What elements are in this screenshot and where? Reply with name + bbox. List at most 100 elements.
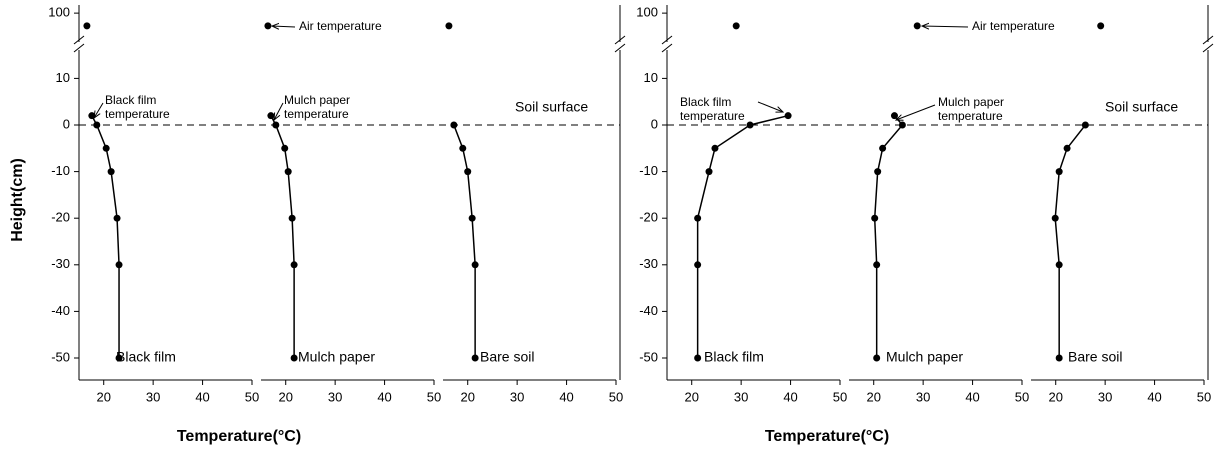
y-tick-label: 0	[651, 116, 658, 131]
point	[1055, 354, 1063, 362]
point	[93, 121, 101, 129]
point	[784, 112, 792, 120]
point	[874, 168, 882, 176]
point	[450, 121, 458, 129]
y-tick-label: -40	[639, 303, 658, 318]
point	[898, 121, 906, 129]
profile-line	[453, 124, 476, 358]
x-tick-label: 30	[328, 389, 342, 404]
point	[115, 354, 123, 362]
point	[871, 214, 879, 222]
arrow	[896, 104, 936, 120]
x-tick-label: 50	[1015, 389, 1029, 404]
y-tick-label: -40	[51, 303, 70, 318]
x-tick-label: 40	[559, 389, 573, 404]
y-tick-label: -10	[639, 163, 658, 178]
annotation: temperature	[284, 107, 349, 121]
point	[694, 214, 702, 222]
axis-break	[661, 43, 673, 53]
series-label: Bare soil	[480, 349, 534, 365]
point	[873, 354, 881, 362]
x-tick-label: 20	[96, 389, 110, 404]
x-tick-label: 30	[146, 389, 160, 404]
y-tick-label: 100	[636, 5, 658, 20]
air-point	[83, 22, 91, 30]
x-tick-label: 40	[783, 389, 797, 404]
y-tick-label: 10	[56, 70, 70, 85]
profile-line	[270, 115, 295, 358]
air-point	[913, 22, 921, 30]
annotation: temperature	[680, 109, 745, 123]
point	[890, 112, 898, 120]
point	[694, 354, 702, 362]
x-tick-label: 40	[195, 389, 209, 404]
point	[284, 168, 292, 176]
arrow	[757, 101, 783, 112]
point	[272, 121, 280, 129]
x-tick-label: 50	[427, 389, 441, 404]
arrow	[274, 102, 284, 120]
annotation: Air temperature	[299, 19, 382, 33]
point	[1081, 121, 1089, 129]
point	[290, 354, 298, 362]
point	[281, 144, 289, 152]
x-tick-label: 50	[609, 389, 623, 404]
point	[102, 144, 110, 152]
point	[1055, 261, 1063, 269]
profile-line	[696, 114, 789, 358]
point	[705, 168, 713, 176]
annotation: Mulch paper	[938, 95, 1004, 109]
x-tick-label: 30	[734, 389, 748, 404]
arrow	[272, 26, 296, 27]
x-tick-label: 50	[245, 389, 259, 404]
series-label: Mulch paper	[886, 349, 963, 365]
annotation: temperature	[105, 107, 170, 121]
annotation: Air temperature	[972, 19, 1055, 33]
x-tick-label: 40	[965, 389, 979, 404]
x-axis-title: Temperature(°C)	[177, 428, 301, 445]
point	[873, 261, 881, 269]
point	[459, 144, 467, 152]
x-axis-title: Temperature(°C)	[765, 428, 889, 445]
x-tick-label: 40	[1147, 389, 1161, 404]
axis-break	[1202, 35, 1214, 45]
series-label: Bare soil	[1068, 349, 1122, 365]
series-label: Black film	[704, 349, 764, 365]
point	[879, 144, 887, 152]
series-label: Mulch paper	[298, 349, 375, 365]
x-tick-label: 30	[1098, 389, 1112, 404]
y-axis-title: Height(cm)	[9, 158, 26, 242]
x-tick-label: 30	[916, 389, 930, 404]
annotation: Black film	[105, 93, 156, 107]
axis-break	[614, 35, 626, 45]
point	[471, 354, 479, 362]
point	[1055, 168, 1063, 176]
point	[288, 214, 296, 222]
y-tick-label: -50	[51, 349, 70, 364]
y-tick-label: -50	[639, 349, 658, 364]
arrow	[922, 26, 969, 27]
annotation: Soil surface	[1105, 99, 1178, 115]
point	[107, 168, 115, 176]
point	[471, 261, 479, 269]
axis-break	[73, 43, 85, 53]
annotation: temperature	[938, 109, 1003, 123]
point	[113, 214, 121, 222]
point	[267, 112, 275, 120]
x-tick-label: 20	[460, 389, 474, 404]
x-tick-label: 20	[684, 389, 698, 404]
air-point	[445, 22, 453, 30]
axis-break	[661, 35, 673, 45]
axis-break	[1202, 43, 1214, 53]
x-tick-label: 20	[1048, 389, 1062, 404]
x-tick-label: 20	[866, 389, 880, 404]
annotation: Mulch paper	[284, 93, 350, 107]
y-tick-label: -20	[51, 210, 70, 225]
point	[746, 121, 754, 129]
arrow	[94, 102, 104, 118]
y-tick-label: -20	[639, 210, 658, 225]
y-tick-label: -30	[51, 256, 70, 271]
point	[1063, 144, 1071, 152]
annotation: Black film	[680, 95, 731, 109]
